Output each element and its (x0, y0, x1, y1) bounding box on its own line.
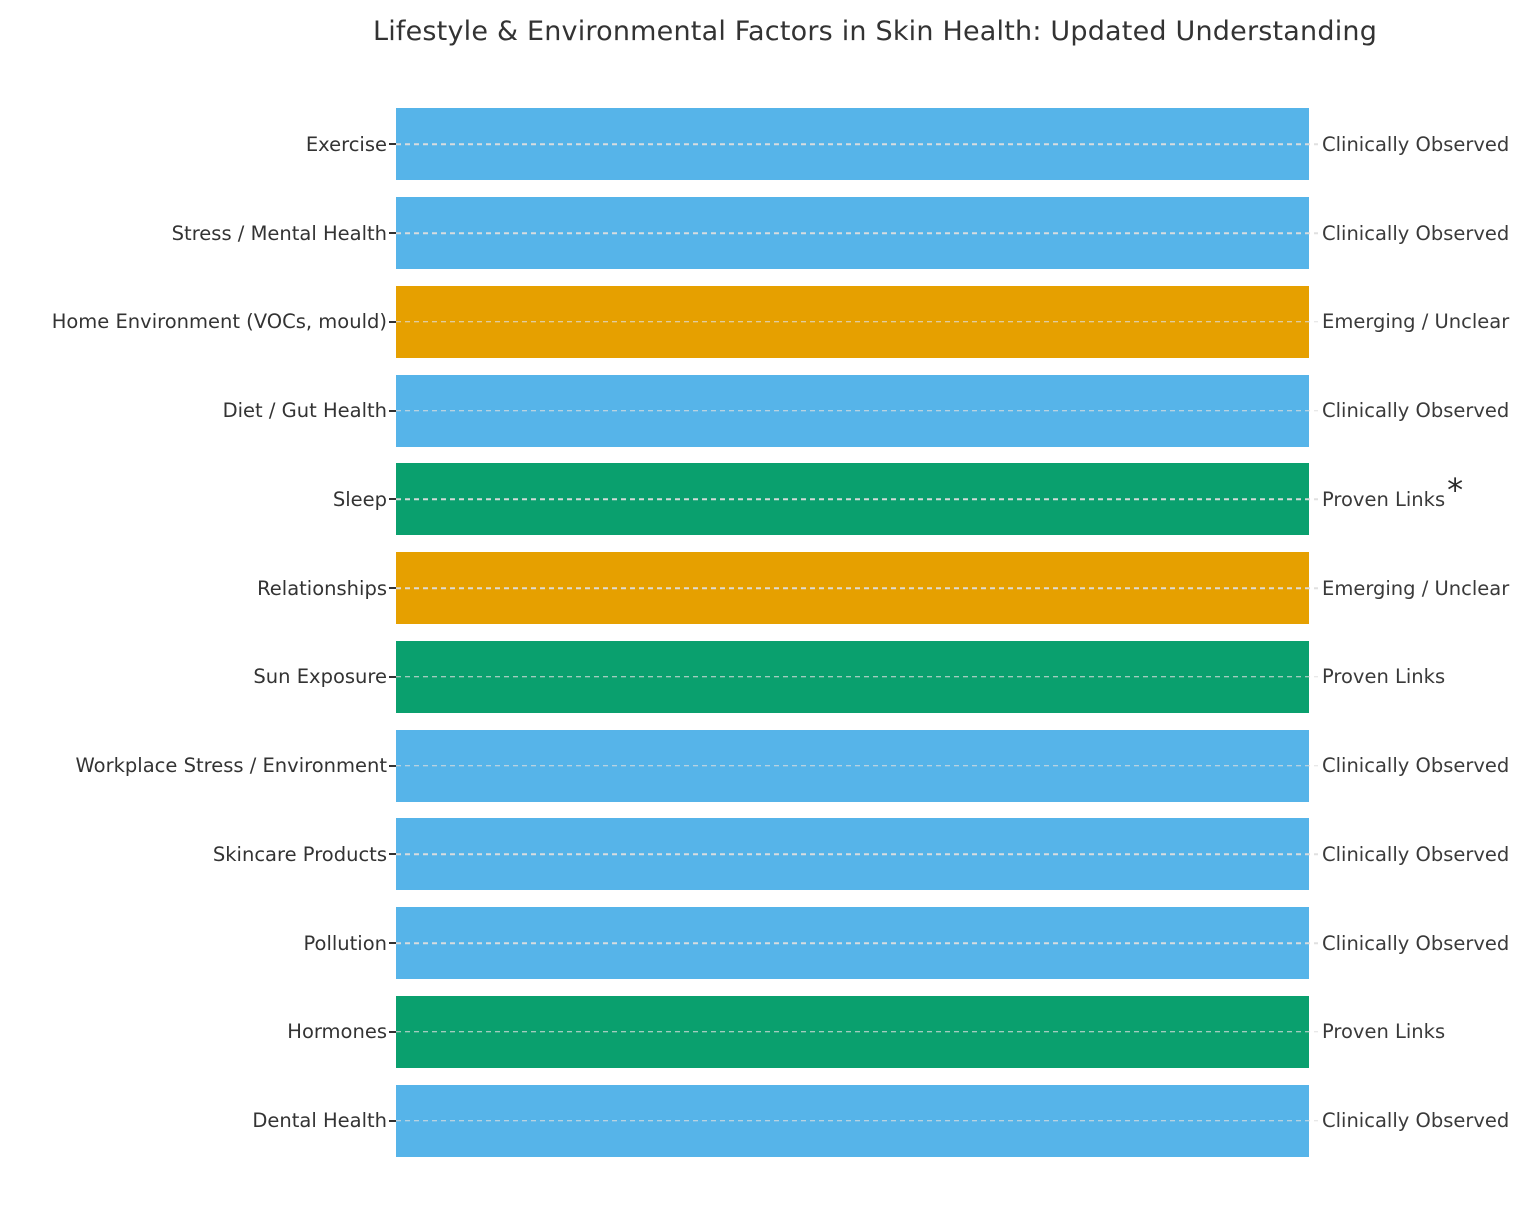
status-cell: Clinically Observed (1309, 1076, 1536, 1165)
axis-tick (389, 320, 396, 323)
status-label: Clinically Observed (1322, 221, 1510, 245)
status-cell: Proven Links * (1322, 471, 1464, 511)
gridline (396, 143, 1318, 146)
status-label: Proven Links (1322, 487, 1446, 511)
gridline (396, 409, 1318, 412)
category-label: Hormones (287, 1020, 387, 1044)
bar-cell (396, 544, 1318, 633)
axis-tick (389, 498, 396, 501)
chart-row: Skincare Products Clinically Observed (0, 810, 1536, 899)
category-cell: Home Environment (VOCs, mould) (0, 278, 396, 367)
category-cell: Workplace Stress / Environment (0, 721, 396, 810)
category-label: Pollution (303, 931, 387, 955)
chart-title: Lifestyle & Environmental Factors in Ski… (372, 16, 1378, 47)
category-label: Dental Health (252, 1109, 387, 1133)
gridline (396, 587, 1318, 589)
category-label: Relationships (257, 576, 387, 600)
status-cell: Proven Links (1309, 633, 1536, 722)
status-cell: Emerging / Unclear (1309, 544, 1536, 633)
status-cell: Clinically Observed (1309, 189, 1536, 278)
status-cell: Clinically Observed (1309, 366, 1536, 455)
axis-tick (389, 675, 396, 678)
category-cell: Sun Exposure (0, 633, 396, 722)
status-label: Emerging / Unclear (1322, 310, 1510, 334)
bar-cell (396, 988, 1318, 1077)
gridline (396, 232, 1318, 234)
status-cell: Clinically Observed (1309, 899, 1536, 988)
category-label: Skincare Products (212, 842, 387, 866)
category-cell: Diet / Gut Health (0, 366, 396, 455)
category-label: Workplace Stress / Environment (75, 754, 387, 778)
chart-row: Dental Health Clinically Observed (0, 1076, 1536, 1165)
status-cell: Proven Links (1309, 988, 1536, 1077)
chart-row: Home Environment (VOCs, mould) Emerging … (0, 278, 1536, 367)
chart-row: Hormones Proven Links (0, 988, 1536, 1077)
axis-tick (389, 409, 396, 412)
bar-cell (396, 721, 1318, 810)
axis-tick (389, 942, 396, 945)
chart-row: Stress / Mental Health Clinically Observ… (0, 189, 1536, 278)
gridline (396, 676, 1318, 678)
gridline (396, 321, 1318, 323)
status-label: Clinically Observed (1322, 931, 1510, 955)
gridline (396, 1119, 1318, 1122)
chart-row: Sleep Proven Links * (0, 455, 1536, 544)
status-label: Proven Links (1322, 665, 1446, 689)
category-cell: Sleep (0, 455, 396, 544)
gridline (396, 853, 1318, 856)
category-cell: Pollution (0, 899, 396, 988)
bar-cell (396, 455, 1318, 544)
status-cell: Clinically Observed (1309, 721, 1536, 810)
category-cell: Stress / Mental Health (0, 189, 396, 278)
gridline (396, 1031, 1318, 1033)
bar-cell (396, 100, 1318, 189)
bar-cell (396, 810, 1318, 899)
status-cell: Clinically Observed (1309, 100, 1536, 189)
axis-tick (389, 587, 396, 590)
bar-cell (396, 899, 1318, 988)
category-label: Diet / Gut Health (222, 399, 387, 423)
bar-cell (396, 278, 1318, 367)
gridline (396, 498, 1318, 501)
status-cell: Clinically Observed (1309, 810, 1536, 899)
chart-row: Workplace Stress / Environment Clinicall… (0, 721, 1536, 810)
status-cell: Emerging / Unclear (1309, 278, 1536, 367)
category-cell: Exercise (0, 100, 396, 189)
category-cell: Dental Health (0, 1076, 396, 1165)
chart-row: Exercise Clinically Observed (0, 100, 1536, 189)
bar-cell (396, 189, 1318, 278)
axis-tick (389, 232, 396, 235)
bar-cell (396, 366, 1318, 455)
status-label: Proven Links (1322, 1020, 1446, 1044)
axis-tick (389, 1119, 396, 1122)
axis-tick (389, 853, 396, 856)
axis-tick (389, 143, 396, 146)
chart-row: Pollution Clinically Observed (0, 899, 1536, 988)
axis-tick (389, 764, 396, 767)
chart-row: Diet / Gut Health Clinically Observed (0, 366, 1536, 455)
category-label: Sun Exposure (253, 665, 387, 689)
status-label: Clinically Observed (1322, 842, 1510, 866)
status-label: Clinically Observed (1322, 754, 1510, 778)
category-cell: Relationships (0, 544, 396, 633)
status-label: Clinically Observed (1322, 132, 1510, 156)
category-label: Sleep (332, 487, 387, 511)
bar-cell (396, 1076, 1318, 1165)
axis-tick (389, 1030, 396, 1033)
chart-row: Sun Exposure Proven Links (0, 633, 1536, 722)
gridline (396, 942, 1318, 944)
category-cell: Hormones (0, 988, 396, 1077)
status-label: Clinically Observed (1322, 399, 1510, 423)
bar-cell (396, 633, 1318, 722)
chart-row: Relationships Emerging / Unclear (0, 544, 1536, 633)
category-label: Exercise (305, 132, 387, 156)
status-label: Emerging / Unclear (1322, 576, 1510, 600)
category-label: Stress / Mental Health (171, 221, 387, 245)
category-label: Home Environment (VOCs, mould) (51, 310, 387, 334)
chart-rows: Exercise Clinically Observed Stress / Me… (0, 100, 1536, 1165)
gridline (396, 764, 1318, 767)
category-cell: Skincare Products (0, 810, 396, 899)
status-label: Clinically Observed (1322, 1109, 1510, 1133)
